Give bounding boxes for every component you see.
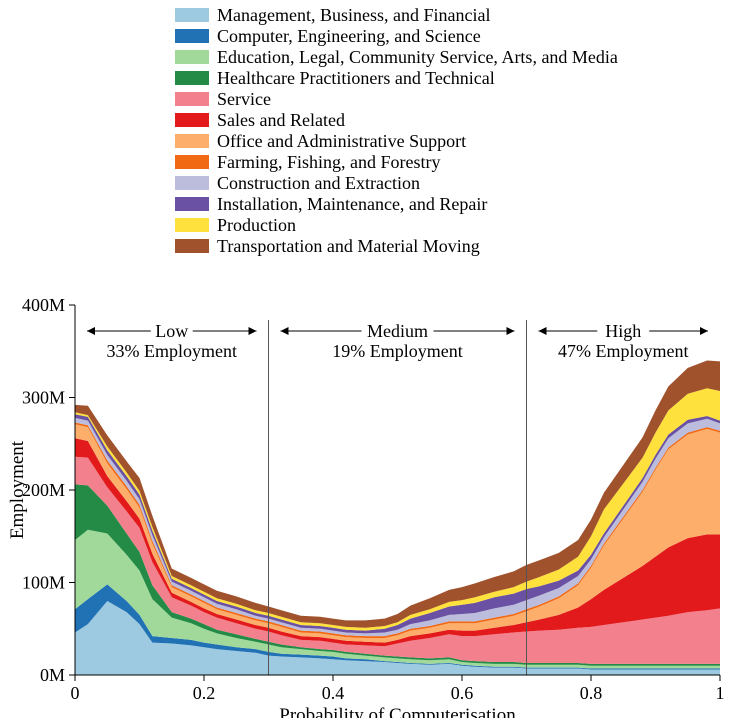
chart-svg: Management, Business, and FinancialCompu… — [0, 0, 755, 718]
region-title: High — [605, 321, 641, 341]
legend-swatch — [175, 197, 209, 211]
legend-swatch — [175, 239, 209, 253]
y-tick-label: 300M — [22, 388, 65, 408]
y-tick-label: 200M — [22, 480, 65, 500]
legend-swatch — [175, 50, 209, 64]
legend-label: Construction and Extraction — [217, 173, 420, 193]
region-title: Medium — [367, 321, 428, 341]
legend-swatch — [175, 176, 209, 190]
y-axis-title: Employment — [7, 440, 28, 539]
legend-label: Management, Business, and Financial — [217, 5, 490, 25]
x-tick-label: 0.6 — [451, 683, 474, 703]
legend-swatch — [175, 134, 209, 148]
legend-label: Farming, Fishing, and Forestry — [217, 152, 441, 172]
region-arrow-head — [87, 327, 95, 335]
legend-label: Education, Legal, Community Service, Art… — [217, 47, 618, 67]
legend-label: Service — [217, 89, 271, 109]
y-tick-label: 0M — [40, 665, 65, 685]
region-arrow-head — [281, 327, 289, 335]
region-arrow-head — [539, 327, 547, 335]
legend-label: Installation, Maintenance, and Repair — [217, 194, 487, 214]
x-tick-label: 0.2 — [193, 683, 216, 703]
x-tick-label: 1 — [716, 683, 725, 703]
legend-swatch — [175, 92, 209, 106]
y-tick-label: 100M — [22, 573, 65, 593]
region-arrow-head — [507, 327, 515, 335]
legend-swatch — [175, 113, 209, 127]
region-sub: 47% Employment — [558, 341, 688, 361]
legend-swatch — [175, 218, 209, 232]
region-arrow-head — [249, 327, 257, 335]
legend-swatch — [175, 8, 209, 22]
legend-swatch — [175, 155, 209, 169]
region-arrow-head — [700, 327, 708, 335]
x-tick-label: 0 — [71, 683, 80, 703]
legend-swatch — [175, 29, 209, 43]
y-tick-label: 400M — [22, 295, 65, 315]
legend-label: Production — [217, 215, 296, 235]
legend-label: Office and Administrative Support — [217, 131, 466, 151]
legend-label: Transportation and Material Moving — [217, 236, 480, 256]
legend: Management, Business, and FinancialCompu… — [175, 5, 618, 256]
region-sub: 19% Employment — [332, 341, 462, 361]
legend-swatch — [175, 71, 209, 85]
legend-label: Sales and Related — [217, 110, 345, 130]
region-title: Low — [155, 321, 188, 341]
x-tick-label: 0.8 — [580, 683, 603, 703]
chart-container: Management, Business, and FinancialCompu… — [0, 0, 755, 718]
region-sub: 33% Employment — [107, 341, 237, 361]
x-tick-label: 0.4 — [322, 683, 345, 703]
x-axis-title: Probability of Computerisation — [279, 705, 516, 718]
stacked-areas — [75, 361, 720, 676]
legend-label: Healthcare Practitioners and Technical — [217, 68, 495, 88]
legend-label: Computer, Engineering, and Science — [217, 26, 481, 46]
